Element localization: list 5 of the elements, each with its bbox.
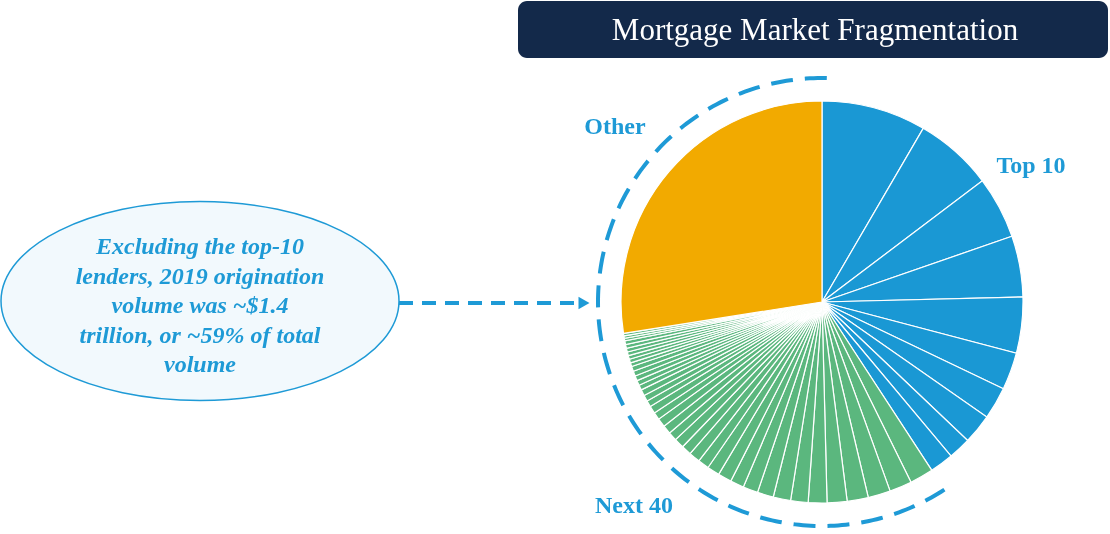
text: Top 10 <box>996 152 1066 178</box>
text: Excluding the top-10 lenders, 2019 origination volume was ~$1.4 trillion, or ~59% of total volume <box>75 233 325 377</box>
chart-title: Mortgage Market Fragmentation <box>611 12 1019 47</box>
text: Other <box>584 113 646 139</box>
text: Next 40 <box>595 492 673 518</box>
